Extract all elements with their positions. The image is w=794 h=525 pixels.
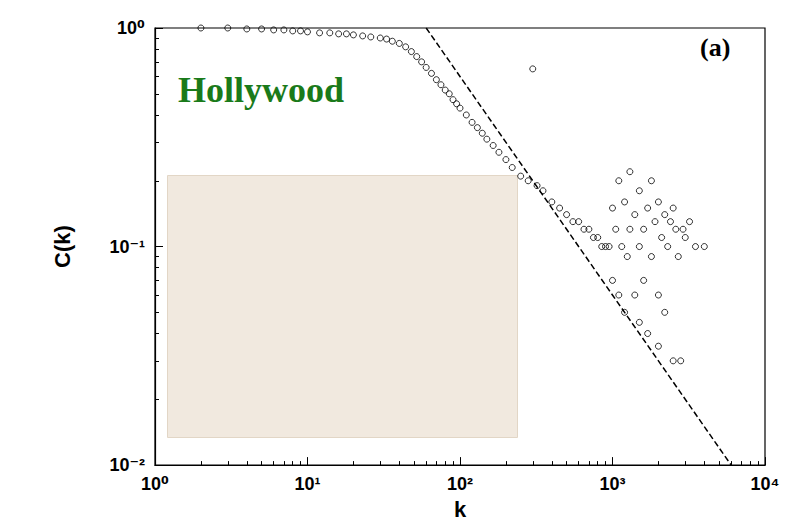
svg-text:10²: 10² (447, 474, 473, 494)
svg-text:10⁻²: 10⁻² (109, 455, 145, 475)
svg-text:10¹: 10¹ (294, 474, 320, 494)
svg-text:C(k): C(k) (50, 225, 75, 268)
svg-text:10⁰: 10⁰ (117, 18, 145, 38)
svg-text:(a): (a) (700, 33, 730, 62)
svg-text:10³: 10³ (599, 474, 625, 494)
svg-text:10⁻¹: 10⁻¹ (109, 237, 145, 257)
svg-text:10⁰: 10⁰ (141, 474, 169, 494)
svg-text:10⁴: 10⁴ (751, 474, 780, 494)
svg-text:k: k (454, 497, 467, 522)
svg-text:Hollywood: Hollywood (178, 70, 344, 110)
